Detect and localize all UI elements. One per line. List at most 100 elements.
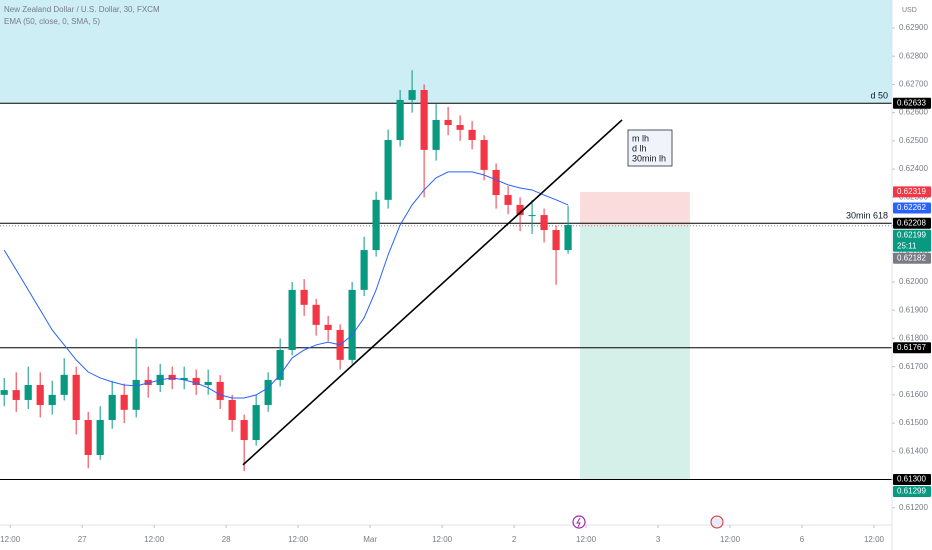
y-tick-label: 0.62900 [899,23,928,32]
candle-body [324,324,332,330]
price-axis-bg [892,0,932,550]
candle-body [528,215,536,217]
y-tick-label: 0.62800 [899,51,928,60]
y-tick-label: 0.62600 [899,108,928,117]
x-tick-label: 6 [800,535,805,544]
candle-body [432,119,440,150]
price-label-bg [893,474,931,486]
y-tick-label: 0.61900 [899,305,928,314]
candle-body [204,381,212,385]
candle-body [264,379,272,406]
price-label: 0.62262 [897,203,926,212]
y-tick-label: 0.62700 [899,80,928,89]
candle-body [0,390,8,395]
level-label: d 50 [870,91,888,101]
currency: USD [902,7,917,14]
price-label: 0.62208 [897,218,926,227]
candle-body [216,381,224,400]
price-label: 0.62182 [897,253,926,262]
countdown: 25:11 [897,241,917,250]
candle-body [444,119,452,126]
supply-zone [0,0,892,104]
candle-body [120,394,128,410]
candle-body [384,140,392,200]
candle-body [300,289,308,305]
candle-body [72,374,80,420]
level-label: 30min 618 [846,211,888,221]
x-tick-label: 12:00 [288,535,309,544]
x-tick-label: 12:00 [144,535,165,544]
x-tick-label: 3 [656,535,661,544]
trendline [242,119,623,466]
price-label-bg [893,97,931,109]
candle-body [372,199,380,251]
annotation-text: m lh [632,133,649,143]
candle-body [108,394,116,420]
candle-body [36,385,44,406]
x-tick-label: 2 [512,535,517,544]
y-tick-label: 0.61500 [899,418,928,427]
x-tick-label: 27 [78,535,87,544]
candle-body [456,125,464,130]
candle-body [276,350,284,380]
candle-body [492,169,500,196]
target-zone [580,225,690,480]
price-label-bg [893,229,931,252]
price-label-bg [893,252,931,264]
price-label-bg [893,486,931,498]
candle-body [24,385,32,400]
candle-body [144,379,152,385]
event-icon[interactable] [572,515,586,529]
price-label: 0.62633 [897,98,926,107]
x-tick-label: 12:00 [576,535,597,544]
price-label: 0.62199 [897,230,926,239]
chart-title: New Zealand Dollar / U.S. Dollar, 30, FX… [4,5,160,14]
flag-icon[interactable] [710,515,724,529]
y-tick-label: 0.62400 [899,164,928,173]
price-label: 0.61300 [897,475,926,484]
candle-body [180,377,188,380]
candle-body [60,374,68,395]
annotation-text: d lh [632,143,647,153]
candle-body [312,304,320,325]
price-label-bg [893,186,931,198]
candle-body [288,289,296,350]
y-tick-label: 0.62500 [899,136,928,145]
y-tick-label: 0.61600 [899,390,928,399]
y-tick-label: 0.61400 [899,446,928,455]
candle-body [96,420,104,455]
price-label: 0.61767 [897,343,926,352]
price-label: 0.62319 [897,187,926,196]
x-tick-label: 12:00 [720,535,741,544]
candle-body [132,379,140,410]
ema-line [3,171,569,399]
candle-body [240,420,248,441]
candle-body [252,405,260,441]
candle-body [360,250,368,290]
x-tick-label: Mar [363,535,377,544]
candle-body [228,399,236,420]
y-tick-label: 0.61800 [899,334,928,343]
candle-body [396,99,404,140]
candle-body [480,140,488,170]
x-tick-label: 12:00 [0,535,21,544]
candle-body [408,90,416,100]
time-axis-bg [0,525,892,550]
price-label-bg [893,217,931,229]
y-tick-label: 0.61700 [899,362,928,371]
candle-body [504,195,512,205]
y-tick-label: 0.61200 [899,503,928,512]
annotation-box [627,129,673,167]
candle-body [84,420,92,455]
candle-body [552,230,560,251]
x-tick-label: 12:00 [864,535,885,544]
candle-body [468,129,476,140]
candle-body [420,90,428,150]
stop-zone [580,191,690,226]
x-tick-label: 28 [222,535,231,544]
candle-body [192,377,200,385]
annotation-text: 30min lh [632,153,666,163]
price-label-bg [893,342,931,354]
